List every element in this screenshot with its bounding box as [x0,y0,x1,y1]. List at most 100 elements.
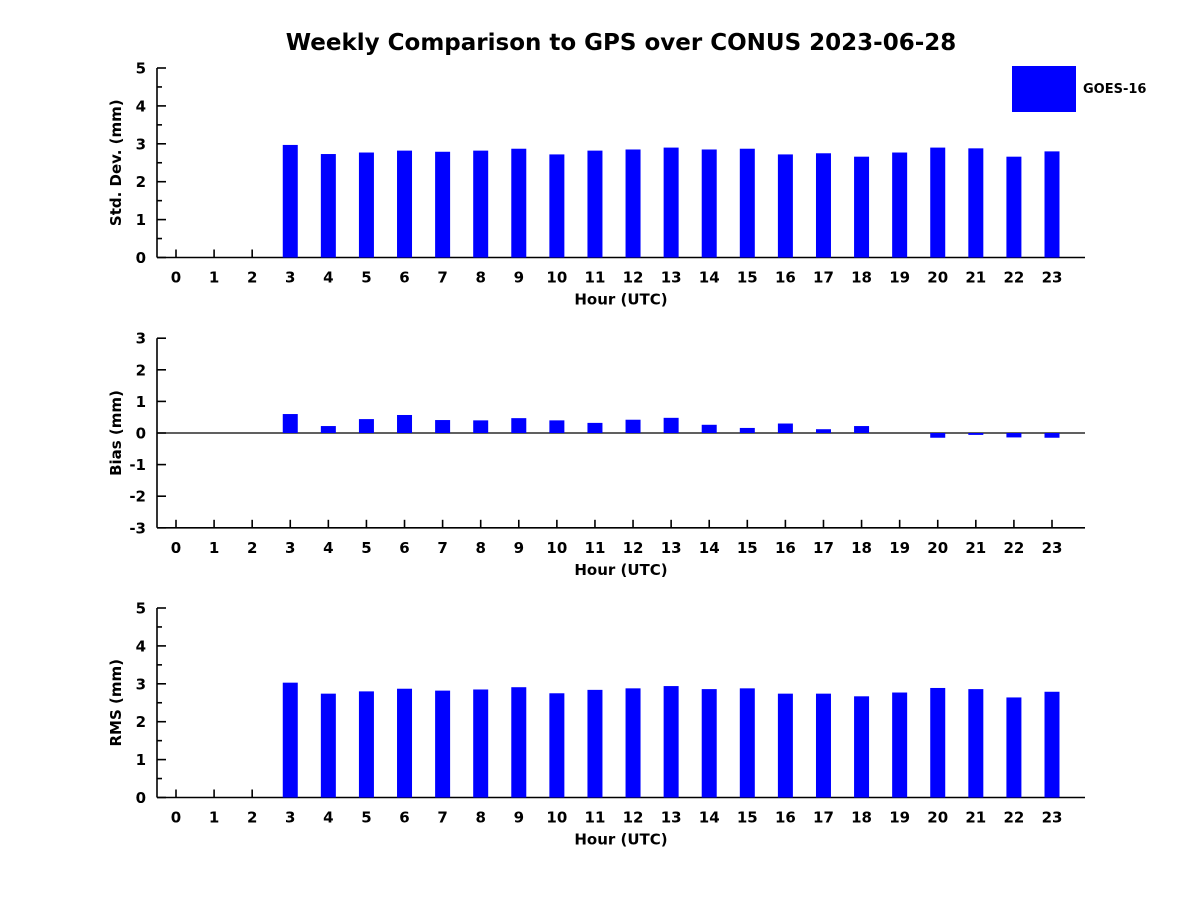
ytick-label: 2 [136,361,146,379]
xtick-label: 1 [209,809,219,827]
bar-hour-14 [701,424,717,433]
xtick-label: 12 [623,539,644,557]
bar-hour-23 [1044,433,1060,438]
xtick-label: 8 [475,269,485,287]
xtick-label: 22 [1003,809,1024,827]
xtick-label: 10 [546,809,567,827]
xtick-label: 19 [889,539,910,557]
bar-hour-6 [397,414,413,433]
xtick-label: 11 [585,539,606,557]
ytick-label: 1 [136,751,146,769]
bar-hour-7 [435,690,451,798]
y-axis-label: Bias (mm) [107,390,125,476]
xtick-label: 11 [585,809,606,827]
bar-hour-16 [777,154,793,258]
ytick-label: -3 [129,519,146,537]
ytick-label: 3 [136,135,146,153]
bias-bars [282,414,1060,438]
ytick-label: 2 [136,173,146,191]
xtick-label: 15 [737,269,758,287]
xtick-label: 13 [661,269,682,287]
bar-hour-18 [854,426,870,433]
xtick-label: 23 [1042,809,1063,827]
xtick-label: 18 [851,269,872,287]
bar-hour-17 [815,693,831,798]
bar-hour-14 [701,149,717,258]
bar-hour-22 [1006,697,1022,798]
bar-hour-12 [625,688,641,798]
xtick-label: 9 [514,269,524,287]
bar-hour-20 [930,687,946,798]
xtick-label: 14 [699,269,720,287]
xtick-label: 1 [209,539,219,557]
legend-label: GOES-16 [1083,81,1147,97]
xtick-label: 17 [813,809,834,827]
legend: GOES-16 [1012,66,1146,112]
xtick-label: 0 [171,539,181,557]
bar-hour-10 [549,420,565,433]
xtick-label: 23 [1042,539,1063,557]
xtick-label: 7 [437,809,447,827]
bar-hour-13 [663,147,679,258]
bar-hour-21 [968,148,984,258]
bar-hour-13 [663,686,679,798]
xtick-label: 9 [514,539,524,557]
xtick-label: 6 [399,269,409,287]
xtick-label: 21 [965,269,986,287]
ytick-label: 0 [136,789,146,807]
xtick-label: 13 [661,539,682,557]
ytick-label: 0 [136,249,146,267]
bar-hour-11 [587,150,603,258]
xtick-label: 13 [661,809,682,827]
ytick-label: 3 [136,675,146,693]
xtick-label: 6 [399,539,409,557]
bar-hour-5 [358,152,374,258]
bar-hour-8 [473,689,489,798]
bar-hour-20 [930,433,946,438]
xtick-label: 5 [361,539,371,557]
bar-hour-4 [320,154,336,258]
xtick-label: 16 [775,539,796,557]
bar-hour-14 [701,689,717,798]
xtick-label: 20 [927,269,948,287]
ytick-label: 5 [136,600,146,618]
xtick-label: 17 [813,269,834,287]
xtick-label: 18 [851,539,872,557]
bar-hour-3 [282,144,298,258]
bar-hour-12 [625,419,641,433]
bar-hour-9 [511,418,527,433]
xtick-label: 6 [399,809,409,827]
ytick-label: 4 [136,637,146,655]
ytick-label: 0 [136,425,146,443]
xtick-label: 0 [171,809,181,827]
xtick-label: 4 [323,269,333,287]
bar-hour-3 [282,682,298,798]
bar-hour-17 [815,153,831,258]
xtick-label: 7 [437,539,447,557]
ytick-label: 1 [136,393,146,411]
xtick-label: 12 [623,809,644,827]
bar-hour-20 [930,147,946,258]
xtick-label: 21 [965,539,986,557]
bar-hour-23 [1044,151,1060,258]
ytick-label: 4 [136,97,146,115]
x-axis-label: Hour (UTC) [574,831,667,849]
xtick-label: 20 [927,809,948,827]
bar-hour-7 [435,420,451,433]
xtick-label: 9 [514,809,524,827]
bar-hour-6 [397,150,413,258]
xtick-label: 12 [623,269,644,287]
chart-title: Weekly Comparison to GPS over CONUS 2023… [285,30,957,56]
ytick-label: 1 [136,211,146,229]
xtick-label: 16 [775,269,796,287]
bar-hour-15 [739,427,755,433]
x-axis-label: Hour (UTC) [574,561,667,579]
stddev-bars [282,144,1060,258]
xtick-label: 5 [361,269,371,287]
bar-hour-18 [854,696,870,798]
xtick-label: 10 [546,269,567,287]
bar-hour-3 [282,414,298,433]
